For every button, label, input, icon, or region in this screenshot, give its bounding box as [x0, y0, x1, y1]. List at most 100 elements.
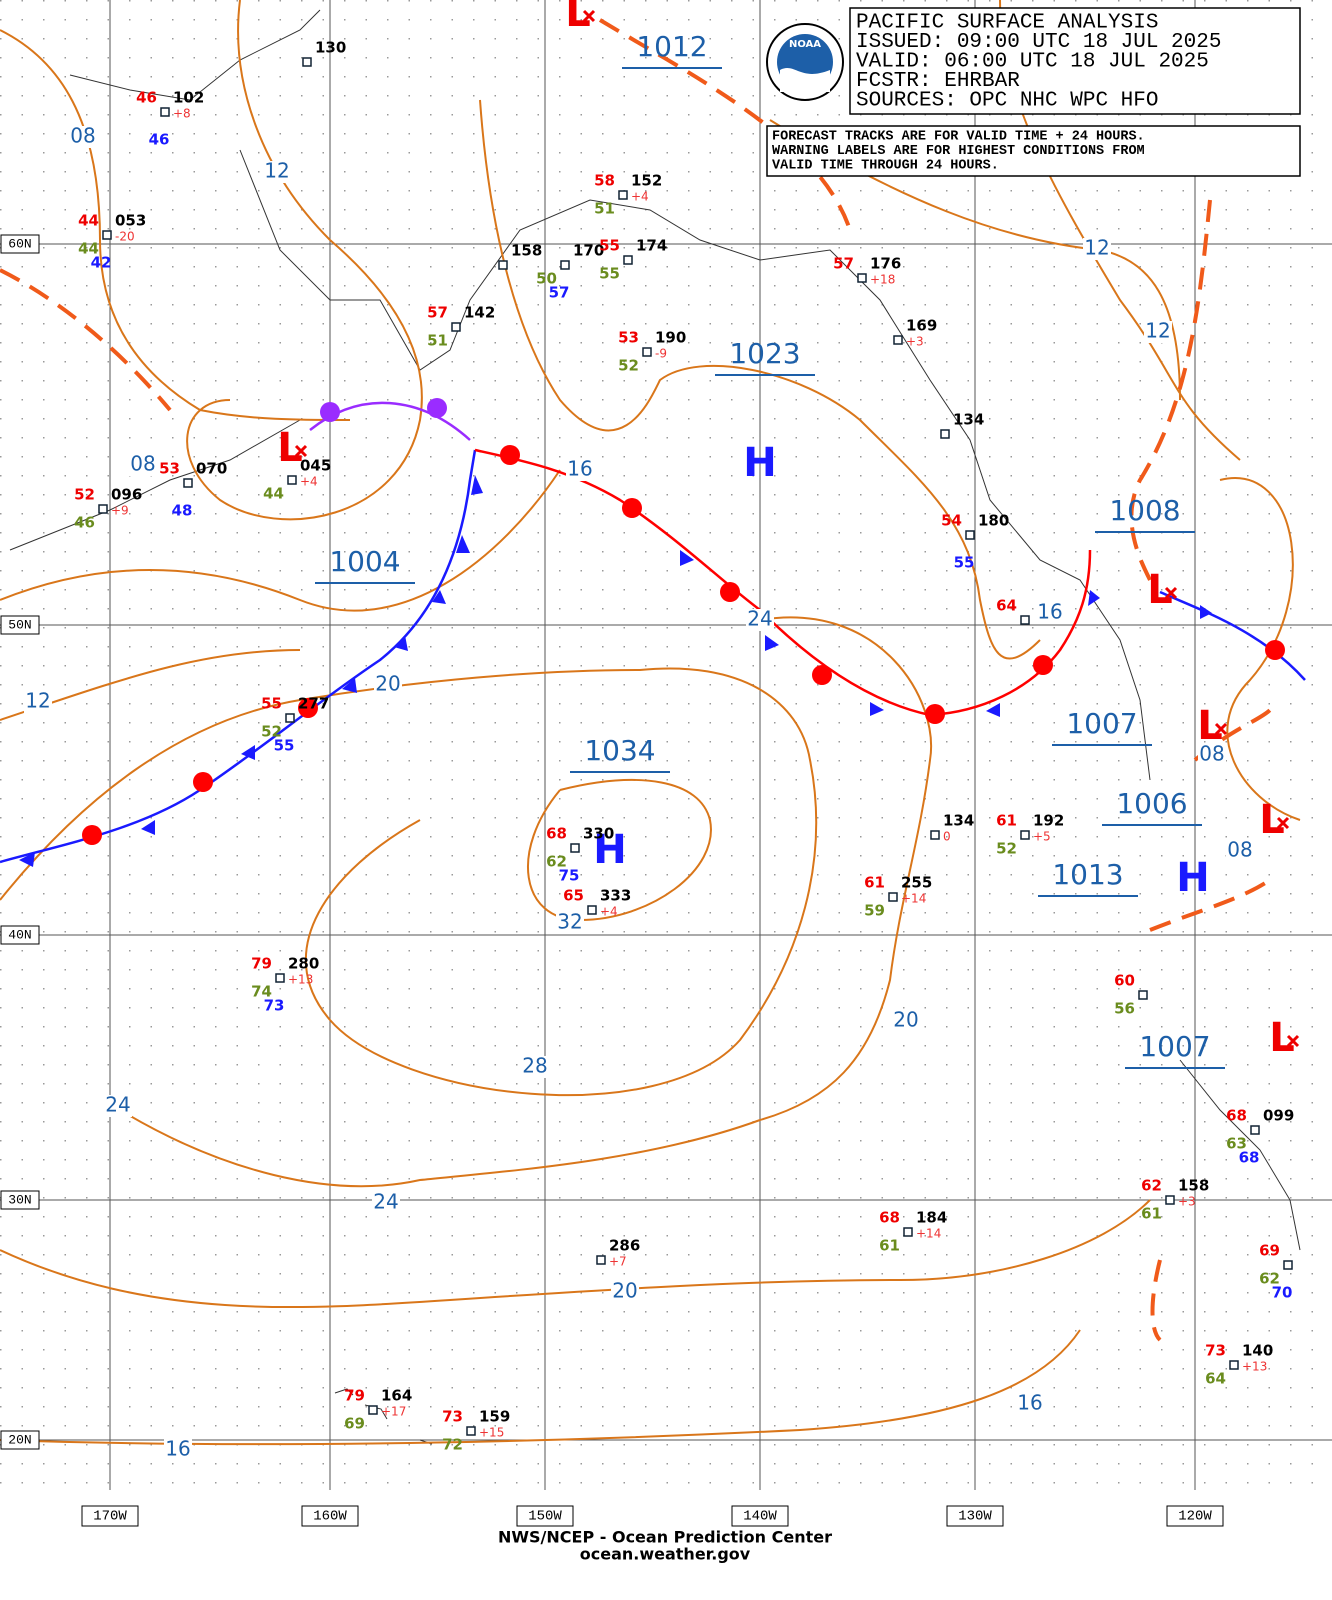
station-marker: [857, 273, 867, 283]
station-t: 58: [594, 172, 615, 190]
station-p: 280: [288, 955, 319, 973]
station-marker: [498, 260, 508, 270]
isobar-label: 20: [893, 1008, 918, 1032]
low-cross: [1164, 586, 1178, 600]
station-w: 48: [172, 502, 193, 520]
station-d: 61: [1141, 1205, 1162, 1223]
high-center: H: [1176, 855, 1209, 901]
pressure-label: 1006: [1116, 787, 1187, 820]
station-t: 54: [941, 512, 962, 530]
station-d: 59: [864, 902, 885, 920]
station-p: 255: [901, 874, 932, 892]
station-t: 57: [427, 304, 448, 322]
isobars: [0, 0, 1301, 1446]
graticule: [0, 0, 1332, 1490]
lon-label: 160W: [313, 1509, 347, 1525]
station-marker: [560, 260, 570, 270]
station-d: 46: [74, 514, 95, 532]
isobar-label-bg: [129, 454, 157, 476]
station-t: 52: [74, 486, 95, 504]
station-d: 44: [78, 240, 99, 258]
station-t: 68: [546, 825, 567, 843]
low-cross: [582, 9, 596, 23]
station-marker: [451, 322, 461, 332]
isobar-label: 16: [1017, 1391, 1042, 1415]
station-marker: [275, 973, 285, 983]
isobar-label-bg: [556, 912, 584, 934]
station-marker: [587, 905, 597, 915]
station-tend: +13: [1242, 1360, 1267, 1374]
isobar-label-bg: [892, 1010, 920, 1032]
station-p: 164: [381, 1387, 412, 1405]
isobar-label: 24: [747, 607, 772, 631]
station-marker: [1250, 1125, 1260, 1135]
station-p: 170: [573, 242, 604, 260]
station-d: 69: [344, 1415, 365, 1433]
isobar-label: 16: [567, 457, 592, 481]
station-t: 65: [563, 887, 584, 905]
station-p: 174: [636, 237, 667, 255]
isobar-label-bg: [1036, 602, 1064, 624]
station-tend: +14: [916, 1227, 941, 1241]
station-tend: +14: [901, 892, 926, 906]
station-t: 79: [344, 1387, 365, 1405]
station-w: 68: [1239, 1149, 1260, 1167]
station-marker: [1229, 1360, 1239, 1370]
station-marker: [1138, 990, 1148, 1000]
station-marker: [903, 1227, 913, 1237]
station-d: 64: [1205, 1370, 1226, 1388]
isobar-label-bg: [24, 691, 52, 713]
station-p: 180: [978, 512, 1009, 530]
lon-label-box: [731, 1505, 789, 1527]
station-t: 44: [78, 212, 99, 230]
station-p: 330: [583, 825, 614, 843]
station-p: 140: [1242, 1342, 1273, 1360]
station-marker: [965, 530, 975, 540]
station-marker: [466, 1426, 476, 1436]
header-line: SOURCES: OPC NHC WPC HFO: [856, 90, 1158, 113]
station-marker: [940, 429, 950, 439]
isobar-label-bg: [372, 1192, 400, 1214]
isobar-label-bg: [374, 674, 402, 696]
station-d: 61: [879, 1237, 900, 1255]
station-d: 56: [1114, 1000, 1135, 1018]
station-marker: [930, 830, 940, 840]
station-d: 52: [261, 723, 282, 741]
station-p: 134: [943, 812, 974, 830]
station-marker: [893, 335, 903, 345]
station-marker: [618, 190, 628, 200]
isobar-label-bg: [1226, 840, 1254, 862]
isobar-label: 24: [105, 1093, 130, 1117]
lon-label: 150W: [528, 1509, 562, 1525]
header-line: VALID: 06:00 UTC 18 JUL 2025: [856, 51, 1209, 74]
station-t: 53: [618, 329, 639, 347]
station-marker: [368, 1405, 378, 1415]
isobar-label: 08: [1227, 838, 1252, 862]
header-note: VALID TIME THROUGH 24 HOURS.: [772, 159, 999, 174]
station-d: 55: [599, 265, 620, 283]
station-w: 70: [1272, 1284, 1293, 1302]
station-marker: [1020, 830, 1030, 840]
station-p: 152: [631, 172, 662, 190]
station-p: 277: [298, 695, 329, 713]
station-marker: [98, 504, 108, 514]
station-tend: +17: [381, 1405, 406, 1419]
station-marker: [302, 57, 312, 67]
lat-label: 30N: [8, 1192, 31, 1207]
low-cross: [1276, 816, 1290, 830]
isobar-label-bg: [104, 1095, 132, 1117]
title-box: [766, 7, 1301, 177]
isobar-label-bg: [263, 161, 291, 183]
station-p: 045: [300, 457, 331, 475]
footer-agency: NWS/NCEP - Ocean Prediction Center: [498, 1528, 832, 1547]
station-p: 333: [600, 887, 631, 905]
lon-label-box: [1166, 1505, 1224, 1527]
lat-label: 20N: [8, 1432, 31, 1447]
station-t: 57: [833, 255, 854, 273]
lat-label: 40N: [8, 927, 31, 942]
isobar-label-bg: [164, 1439, 192, 1461]
lon-label-box: [301, 1505, 359, 1527]
lon-label-box: [946, 1505, 1004, 1527]
station-tend: +4: [631, 190, 649, 204]
